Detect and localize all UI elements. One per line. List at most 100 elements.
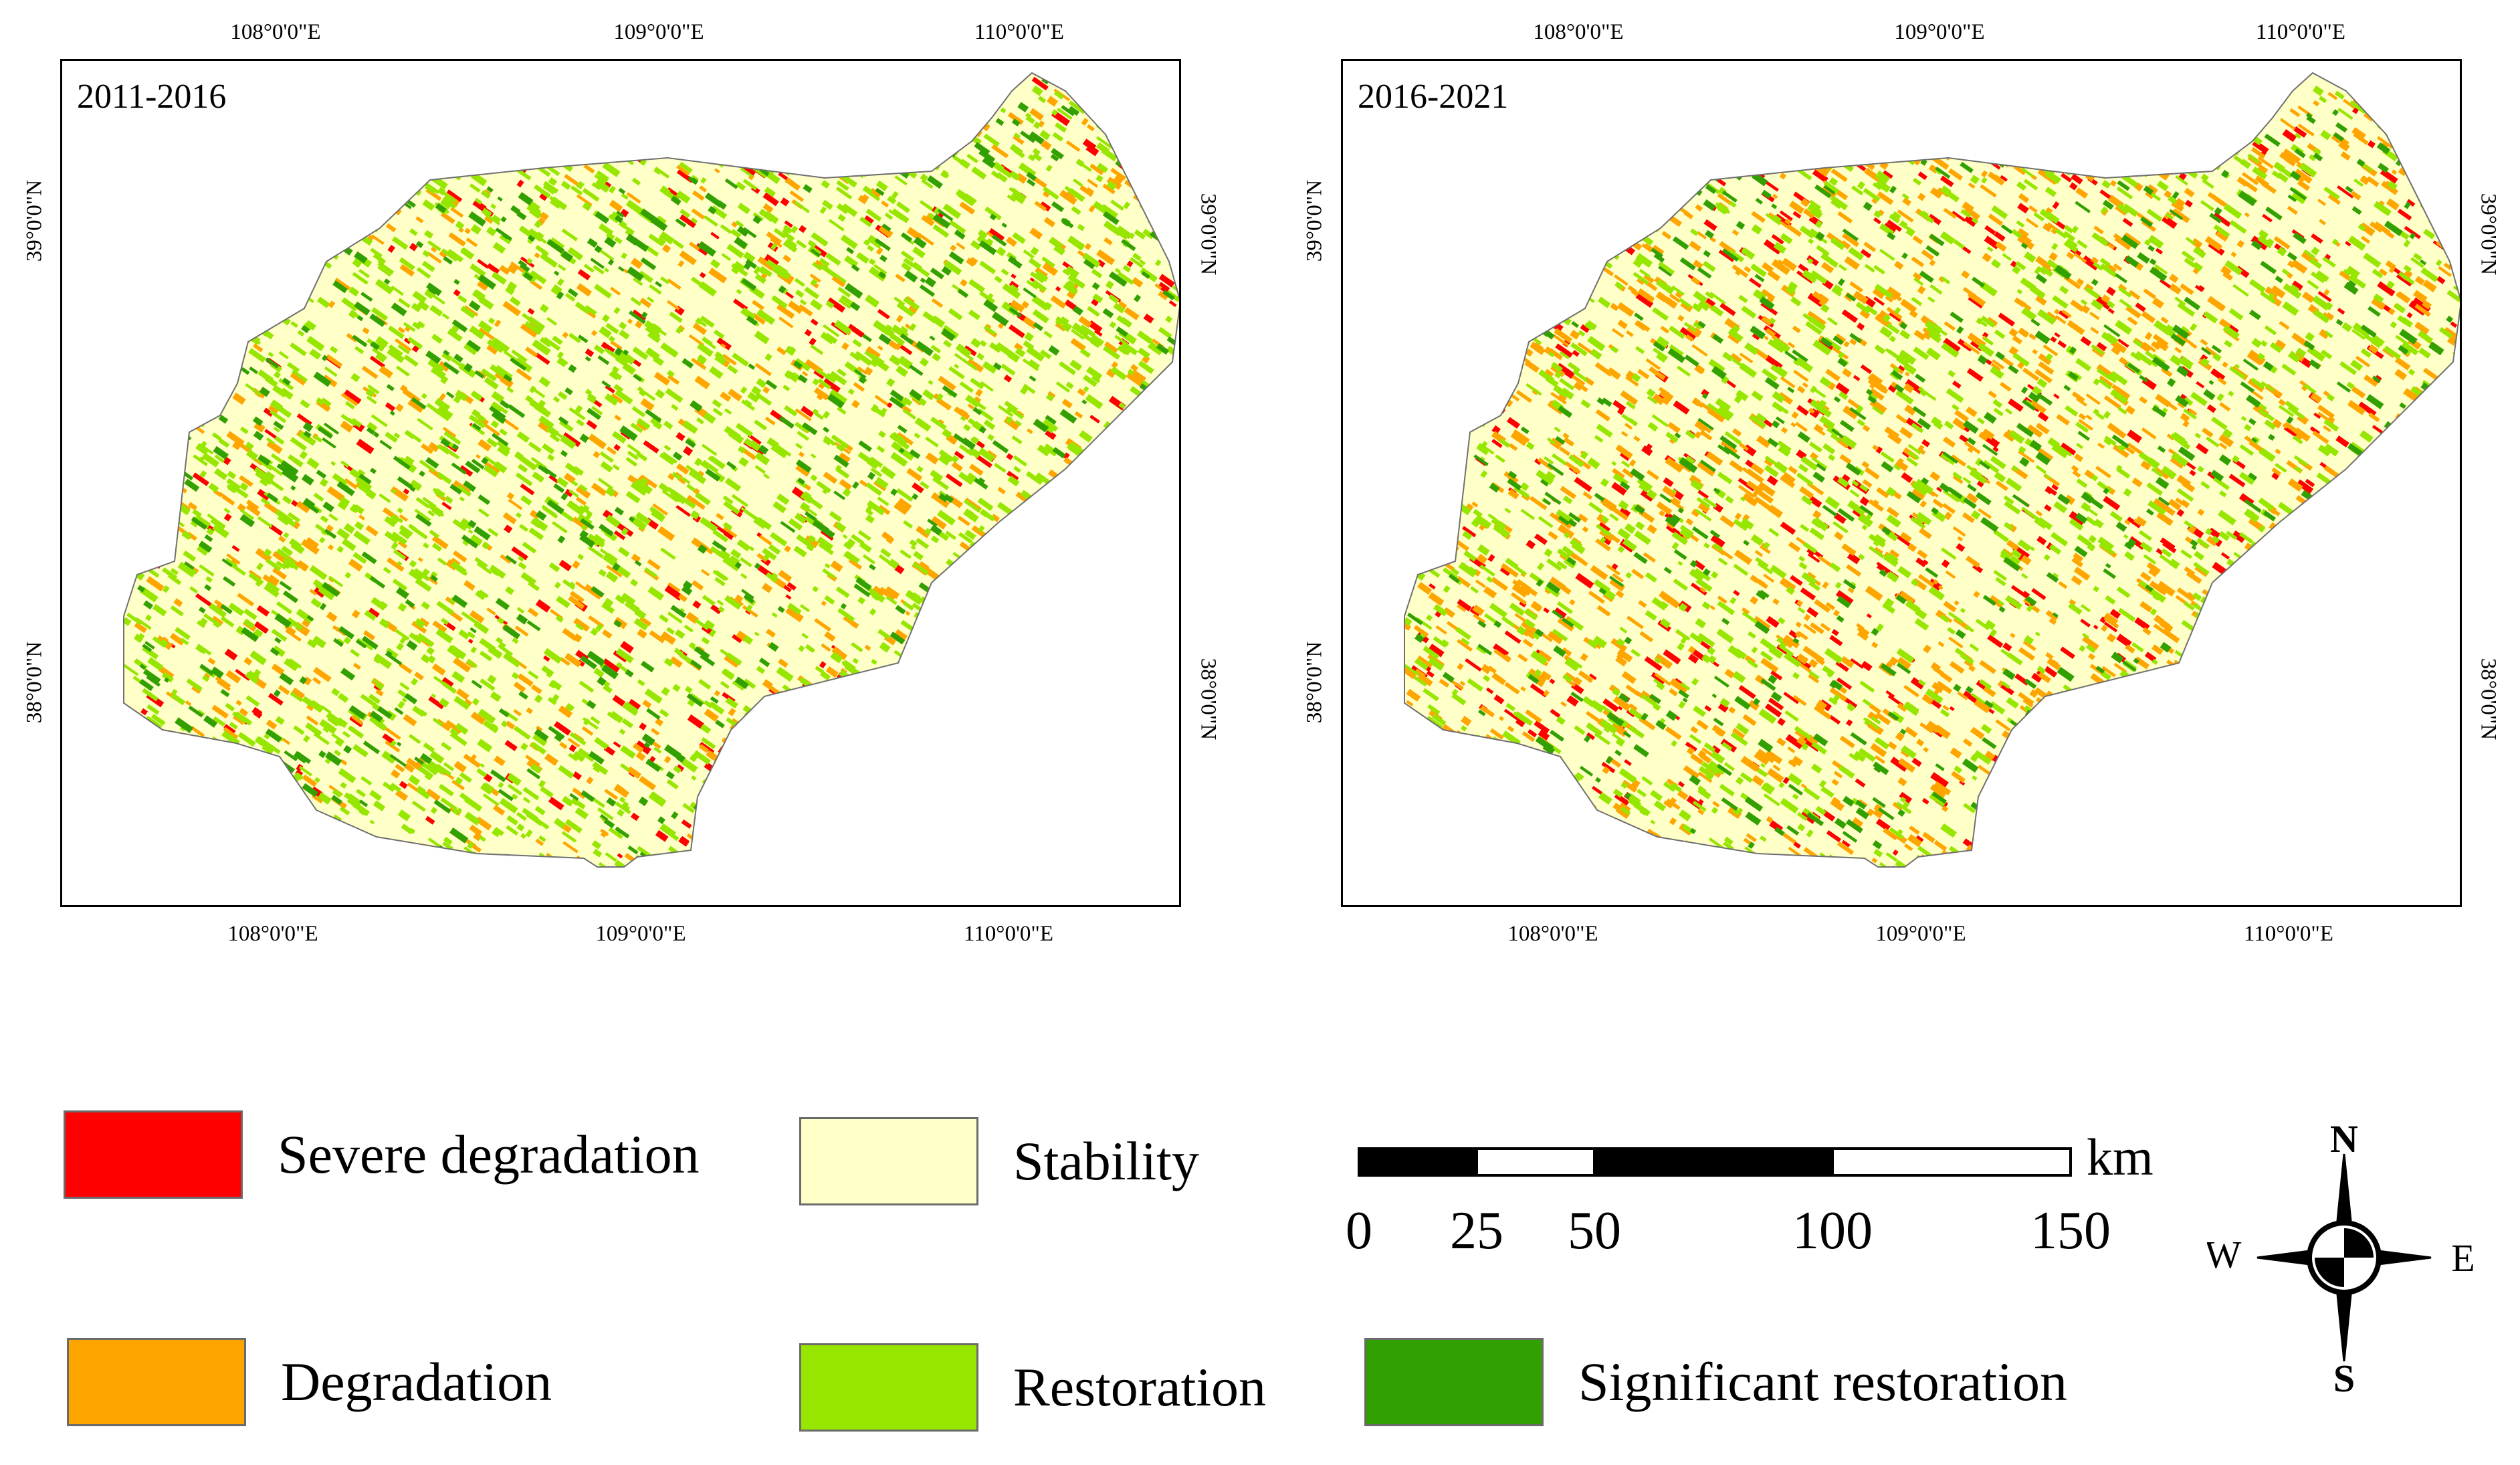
pixel-restoration bbox=[336, 217, 348, 228]
pixel-severe-degradation bbox=[747, 433, 762, 445]
pixel-degradation bbox=[1156, 652, 1173, 665]
pixel-degradation bbox=[232, 392, 246, 405]
pixel-degradation bbox=[1066, 290, 1076, 300]
pixel-restoration bbox=[570, 185, 583, 196]
pixel-restoration bbox=[399, 169, 418, 185]
pixel-restoration bbox=[1154, 79, 1165, 90]
pixel-degradation bbox=[809, 110, 827, 125]
pixel-degradation bbox=[295, 852, 312, 866]
pixel-severe-degradation bbox=[253, 621, 269, 634]
pixel-restoration bbox=[1140, 430, 1146, 437]
pixel-severe-degradation bbox=[617, 853, 623, 859]
pixel-degradation bbox=[627, 318, 633, 324]
pixel-severe-degradation bbox=[1043, 527, 1052, 536]
pixel-degradation bbox=[973, 702, 985, 712]
pixel-restoration bbox=[992, 755, 1007, 768]
pixel-restoration bbox=[987, 636, 1003, 648]
pixel-severe-degradation bbox=[664, 585, 684, 601]
pixel-restoration bbox=[242, 123, 253, 132]
pixel-restoration bbox=[586, 80, 598, 92]
pixel-restoration bbox=[497, 445, 510, 457]
pixel-restoration bbox=[1001, 363, 1016, 376]
pixel-degradation bbox=[247, 278, 256, 287]
pixel-degradation bbox=[1059, 796, 1074, 808]
pixel-degradation bbox=[517, 673, 534, 687]
pixel-degradation bbox=[894, 502, 908, 515]
pixel-restoration bbox=[171, 271, 181, 280]
pixel-restoration bbox=[1028, 154, 1036, 162]
pixel-restoration bbox=[274, 864, 289, 867]
pixel-restoration bbox=[922, 809, 938, 823]
pixel-restoration bbox=[241, 787, 251, 797]
pixel-restoration bbox=[360, 776, 373, 786]
pixel-restoration bbox=[318, 202, 328, 212]
pixel-degradation bbox=[492, 805, 506, 816]
pixel-restoration bbox=[851, 741, 859, 747]
pixel-restoration bbox=[1081, 743, 1099, 757]
pixel-severe-degradation bbox=[1061, 753, 1077, 767]
pixel-degradation bbox=[255, 548, 272, 563]
pixel-restoration bbox=[560, 435, 576, 450]
pixel-restoration bbox=[823, 113, 837, 125]
pixel-severe-degradation bbox=[639, 722, 647, 730]
pixel-degradation bbox=[895, 274, 906, 282]
pixel-restoration bbox=[397, 809, 411, 821]
pixel-degradation bbox=[764, 416, 776, 425]
pixel-degradation bbox=[1158, 409, 1164, 415]
pixel-restoration bbox=[1013, 733, 1025, 744]
pixel-severe-degradation bbox=[558, 559, 572, 571]
pixel-degradation bbox=[807, 827, 817, 836]
pixel-restoration bbox=[357, 176, 372, 188]
pixel-significant-restoration bbox=[681, 93, 692, 102]
pixel-restoration bbox=[963, 614, 975, 624]
pixel-restoration bbox=[484, 465, 498, 478]
pixel-restoration bbox=[201, 221, 212, 231]
pixel-restoration bbox=[1136, 174, 1155, 189]
pixel-degradation bbox=[938, 649, 950, 659]
pixel-degradation bbox=[427, 576, 438, 585]
pixel-significant-restoration bbox=[684, 132, 697, 143]
pixel-restoration bbox=[462, 143, 478, 156]
pixel-restoration bbox=[229, 722, 238, 730]
pixel-restoration bbox=[1177, 389, 1179, 401]
pixel-degradation bbox=[1114, 90, 1124, 100]
pixel-restoration bbox=[353, 530, 371, 545]
pixel-degradation bbox=[825, 666, 839, 678]
pixel-restoration bbox=[160, 167, 173, 178]
pixel-degradation bbox=[383, 142, 396, 154]
pixel-restoration bbox=[1037, 508, 1055, 524]
pixel-severe-degradation bbox=[1008, 324, 1025, 338]
pixel-restoration bbox=[355, 104, 372, 117]
pixel-degradation bbox=[835, 717, 849, 729]
pixel-degradation bbox=[502, 864, 519, 867]
pixel-degradation bbox=[1041, 140, 1052, 151]
pixel-severe-degradation bbox=[971, 726, 984, 737]
pixel-severe-degradation bbox=[382, 733, 395, 744]
pixel-restoration bbox=[957, 621, 964, 627]
pixel-degradation bbox=[714, 168, 720, 174]
pixel-severe-degradation bbox=[879, 111, 894, 124]
pixel-degradation bbox=[205, 353, 211, 358]
pixel-severe-degradation bbox=[1038, 514, 1051, 526]
pixel-severe-degradation bbox=[1039, 201, 1051, 212]
pixel-degradation bbox=[178, 156, 185, 163]
pixel-degradation bbox=[453, 145, 471, 159]
pixel-severe-degradation bbox=[261, 263, 280, 278]
pixel-degradation bbox=[1110, 433, 1123, 444]
pixel-restoration bbox=[1108, 454, 1128, 470]
pixel-degradation bbox=[301, 539, 320, 555]
pixel-restoration bbox=[1031, 715, 1038, 722]
pixel-significant-restoration bbox=[1168, 73, 1179, 87]
pixel-restoration bbox=[214, 813, 221, 819]
pixel-significant-restoration bbox=[881, 854, 892, 865]
pixel-restoration bbox=[577, 136, 597, 153]
pixel-restoration bbox=[539, 861, 552, 867]
pixel-restoration bbox=[544, 157, 550, 163]
pixel-restoration bbox=[1015, 347, 1026, 358]
pixel-restoration bbox=[605, 112, 618, 123]
pixel-restoration bbox=[191, 159, 201, 168]
pixel-severe-degradation bbox=[631, 309, 647, 322]
pixel-degradation bbox=[363, 630, 376, 641]
pixel-restoration bbox=[222, 301, 231, 309]
pixel-degradation bbox=[332, 625, 340, 632]
